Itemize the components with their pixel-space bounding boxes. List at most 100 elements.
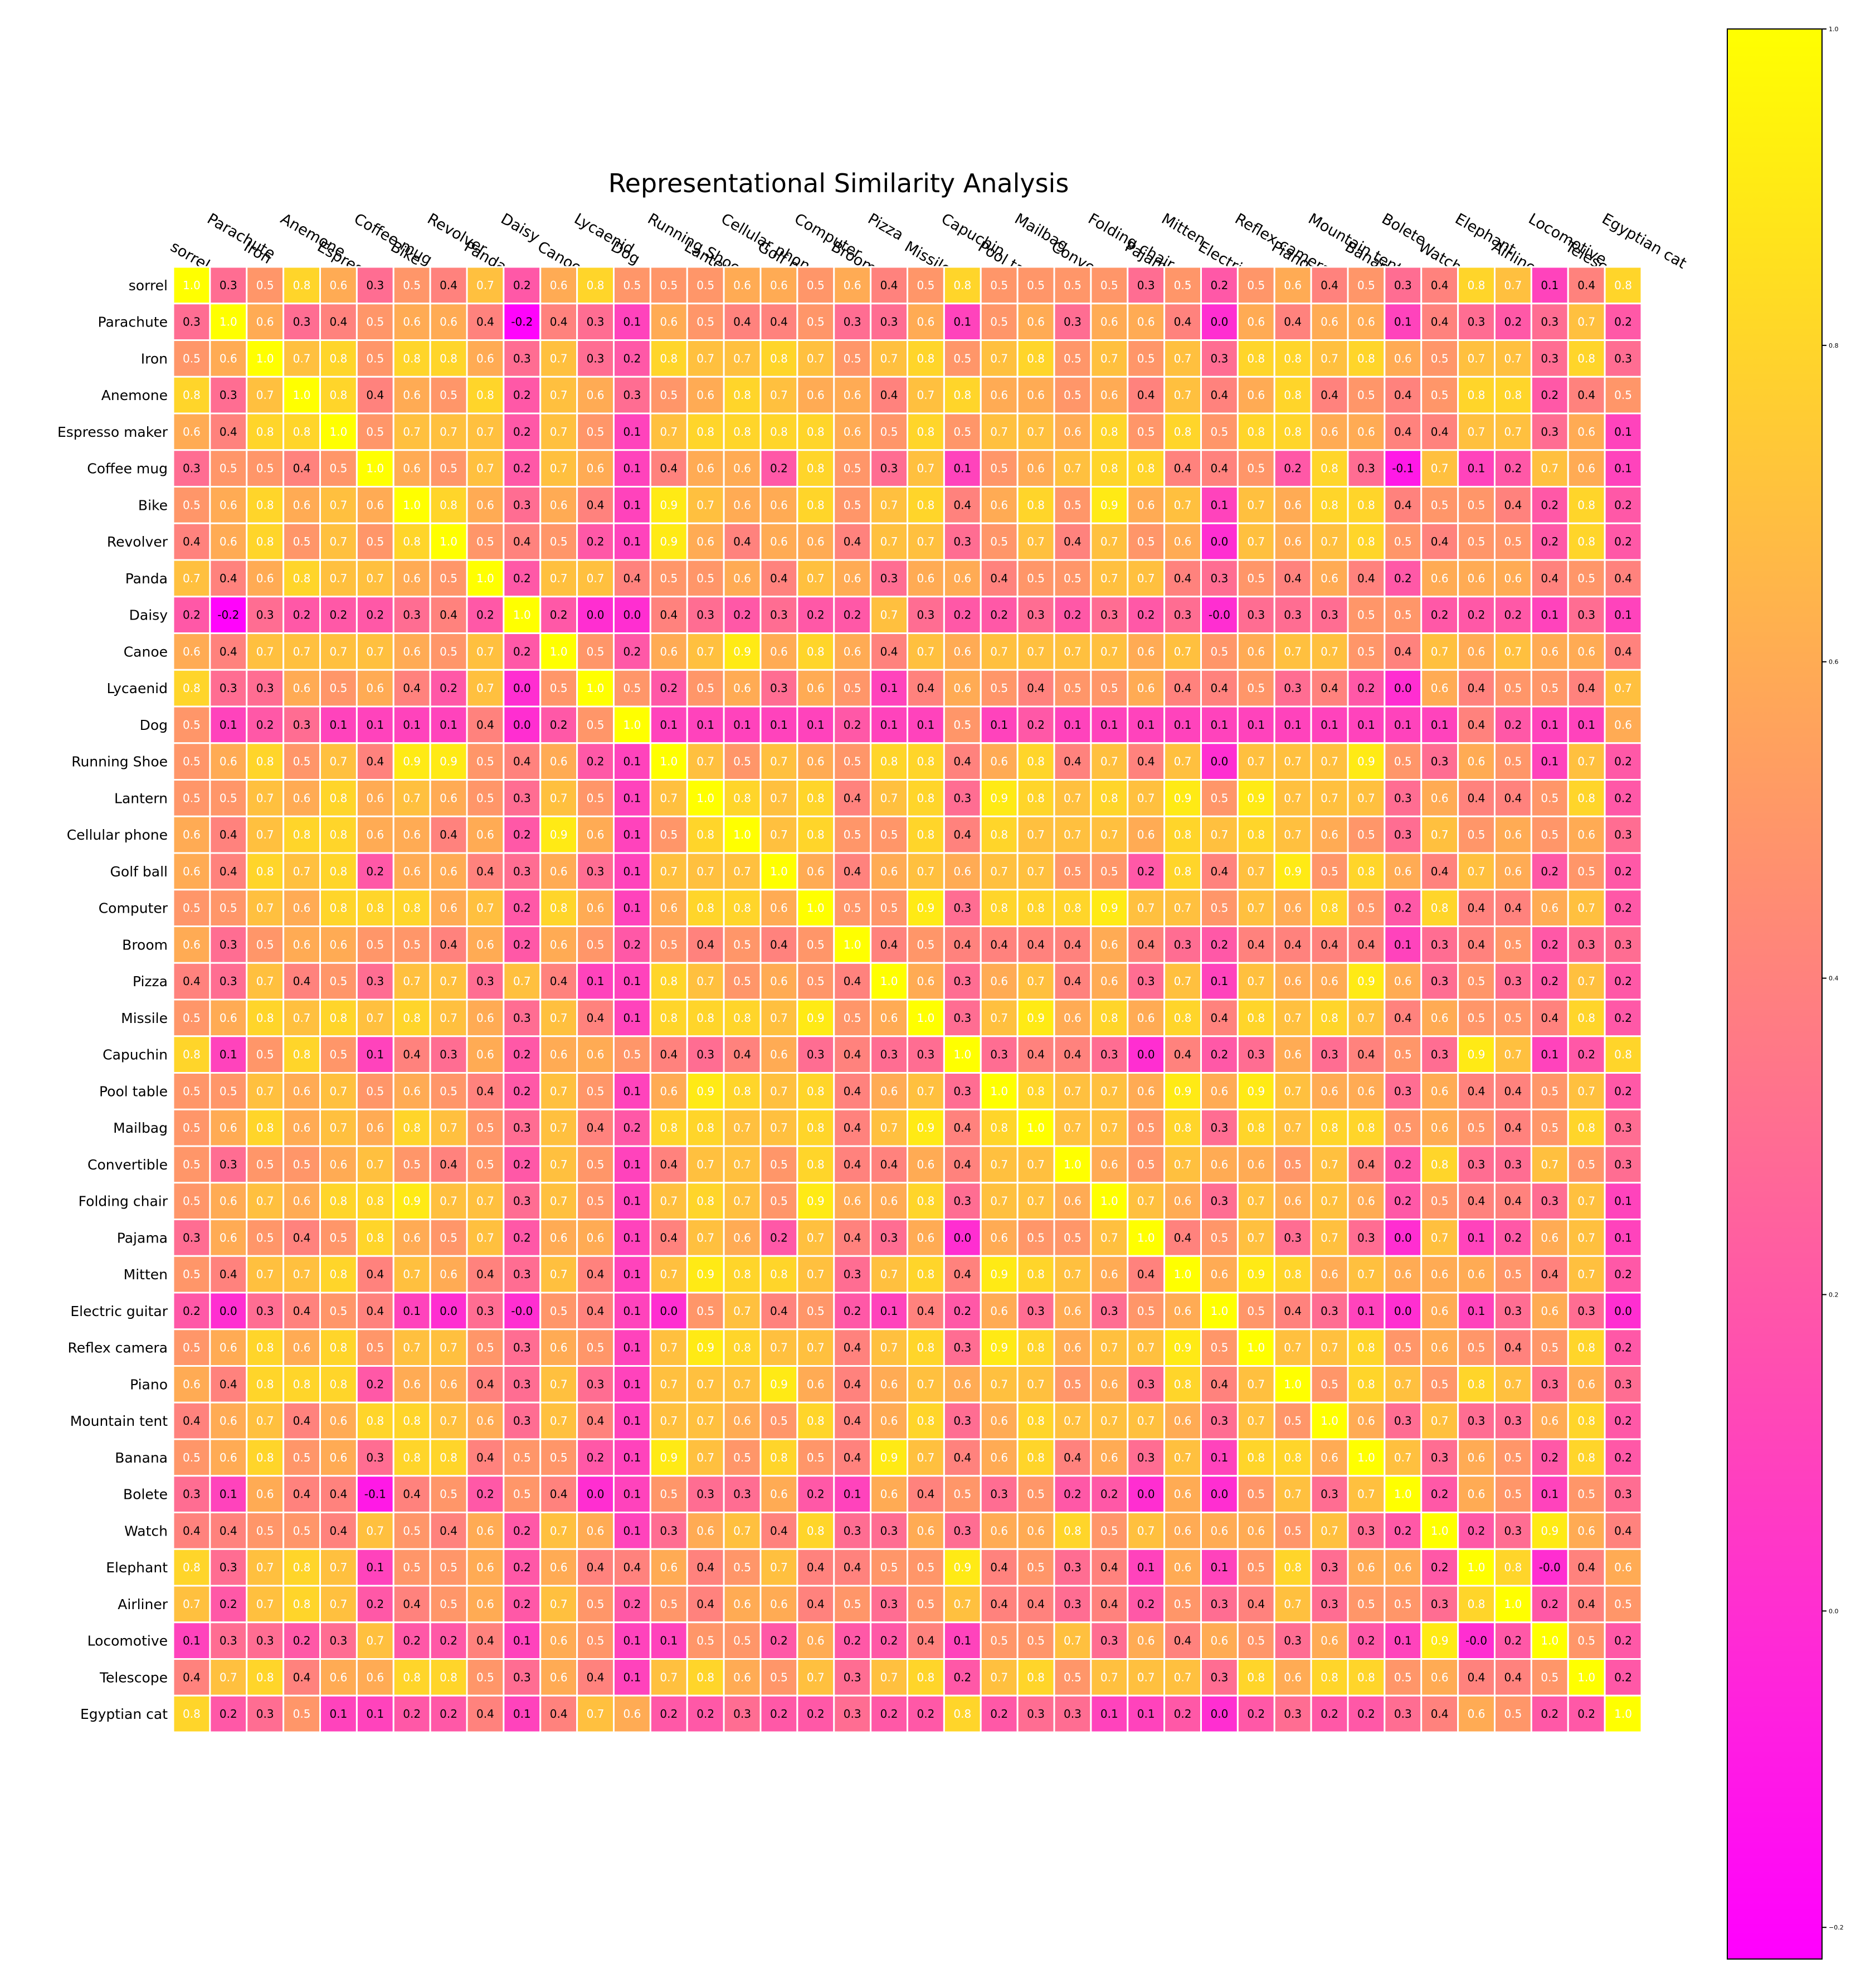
cell-value-label: 0.8: [183, 1707, 201, 1721]
cell-value-label: 0.8: [1321, 1011, 1338, 1025]
cell-value-label: 0.3: [1504, 1158, 1522, 1171]
heatmap-cell: [355, 449, 394, 488]
cell-value-label: 0.2: [1577, 1707, 1595, 1721]
cell-value-label: 0.2: [1614, 315, 1632, 329]
cell-value-label: 0.4: [844, 1414, 861, 1427]
cell-value-label: 0.7: [330, 572, 348, 585]
cell-value-label: 0.4: [1174, 681, 1192, 695]
cell-value-label: 0.5: [1064, 1377, 1082, 1391]
cell-value-label: 0.6: [1100, 1158, 1118, 1171]
cell-value-label: 0.4: [183, 535, 201, 548]
cell-value-label: 1.0: [220, 315, 237, 329]
heatmap-cell: [1457, 266, 1496, 305]
cell-value-label: 0.7: [1137, 791, 1155, 805]
row-label: Lycaenid: [106, 680, 168, 696]
cell-value-label: 0.9: [770, 1377, 788, 1391]
cell-value-label: 0.8: [733, 1341, 751, 1354]
cell-value-label: 0.8: [1504, 1561, 1522, 1574]
cell-value-label: 0.0: [1394, 1304, 1412, 1318]
cell-value-label: 0.4: [1027, 1048, 1045, 1061]
cell-value-label: 0.6: [476, 1048, 494, 1061]
heatmap-cell: [1236, 596, 1275, 634]
cell-value-label: 0.6: [403, 1377, 421, 1391]
cell-value-label: 0.3: [366, 279, 384, 292]
cell-value-label: 0.4: [953, 755, 971, 768]
cell-value-label: 0.6: [476, 1524, 494, 1537]
cell-value-label: 0.6: [696, 462, 714, 475]
cell-value-label: 0.6: [1357, 425, 1375, 438]
cell-value-label: 0.3: [624, 388, 641, 402]
cell-value-label: 0.4: [844, 1377, 861, 1391]
cell-value-label: 0.5: [1247, 572, 1265, 585]
cell-value-label: 0.2: [1504, 718, 1522, 732]
heatmap-cell: [907, 449, 945, 488]
cell-value-label: 0.6: [220, 535, 237, 548]
cell-value-label: 0.0: [587, 1488, 605, 1501]
cell-value-label: 0.7: [550, 388, 568, 402]
cell-value-label: 0.7: [1137, 1341, 1155, 1354]
cell-value-label: 0.8: [696, 902, 714, 915]
cell-value-label: 0.9: [1357, 755, 1375, 768]
heatmap-cell: [503, 742, 542, 781]
cell-value-label: 0.1: [366, 1561, 384, 1574]
cell-value-label: 0.6: [1468, 645, 1485, 658]
cell-value-label: 0.7: [733, 1195, 751, 1208]
cell-value-label: 0.6: [476, 828, 494, 841]
cell-value-label: 0.8: [403, 1011, 421, 1025]
heatmap-cell: [649, 705, 688, 744]
cell-value-label: 0.4: [330, 1524, 348, 1537]
cell-value-label: 0.7: [770, 1121, 788, 1134]
cell-value-label: 0.7: [1284, 1597, 1302, 1611]
cell-value-label: 0.5: [476, 1670, 494, 1684]
cell-value-label: 0.3: [880, 315, 898, 329]
cell-value-label: 0.7: [990, 645, 1008, 658]
cell-value-label: 0.2: [587, 1451, 605, 1464]
cell-value-label: 0.1: [953, 315, 971, 329]
cell-value-label: 0.6: [990, 498, 1008, 511]
cell-value-label: 0.8: [1247, 425, 1265, 438]
cell-value-label: 0.9: [1174, 791, 1192, 805]
heatmap-cell: [907, 632, 945, 671]
cell-value-label: 0.6: [1577, 828, 1595, 841]
cell-value-label: 0.2: [770, 1707, 788, 1721]
cell-value-label: 0.8: [807, 425, 825, 438]
cell-value-label: 0.6: [660, 315, 678, 329]
cell-value-label: 0.7: [440, 974, 457, 988]
cell-value-label: 0.4: [440, 938, 457, 951]
cell-value-label: 0.8: [1247, 1670, 1265, 1684]
cell-value-label: 0.5: [660, 279, 678, 292]
cell-value-label: 0.2: [624, 645, 641, 658]
cell-value-label: 0.6: [660, 902, 678, 915]
cell-value-label: 0.2: [1504, 462, 1522, 475]
heatmap-cell: [833, 412, 872, 451]
cell-value-label: 0.1: [624, 535, 641, 548]
cell-value-label: 0.6: [476, 938, 494, 951]
cell-value-label: 0.5: [183, 498, 201, 511]
heatmap-cell: [1310, 376, 1349, 415]
cell-value-label: 0.7: [1064, 462, 1082, 475]
cell-value-label: 0.1: [330, 718, 348, 732]
cell-value-label: 0.4: [1211, 681, 1229, 695]
cell-value-label: 0.4: [1504, 1084, 1522, 1098]
cell-value-label: 0.0: [1211, 1707, 1229, 1721]
heatmap-cell: [1457, 303, 1496, 341]
cell-value-label: 0.1: [1064, 718, 1082, 732]
cell-value-label: 0.5: [476, 1158, 494, 1171]
cell-value-label: 0.5: [476, 791, 494, 805]
cell-value-label: 0.6: [1468, 572, 1485, 585]
cell-value-label: 0.4: [1431, 535, 1449, 548]
cell-value-label: 1.0: [1137, 1231, 1155, 1244]
cell-value-label: 0.6: [844, 1195, 861, 1208]
cell-value-label: 0.7: [403, 1341, 421, 1354]
cell-value-label: 0.1: [1137, 718, 1155, 732]
cell-value-label: 0.8: [807, 498, 825, 511]
cell-value-label: 0.3: [220, 681, 237, 695]
cell-value-label: 0.5: [587, 1195, 605, 1208]
heatmap-cell: [649, 266, 688, 305]
cell-value-label: 0.5: [990, 279, 1008, 292]
cell-value-label: 0.7: [1284, 645, 1302, 658]
column-label: Coffee mug: [351, 210, 435, 269]
cell-value-label: 0.3: [1321, 1561, 1338, 1574]
cell-value-label: 0.5: [1504, 1268, 1522, 1281]
cell-value-label: 0.8: [1468, 1377, 1485, 1391]
